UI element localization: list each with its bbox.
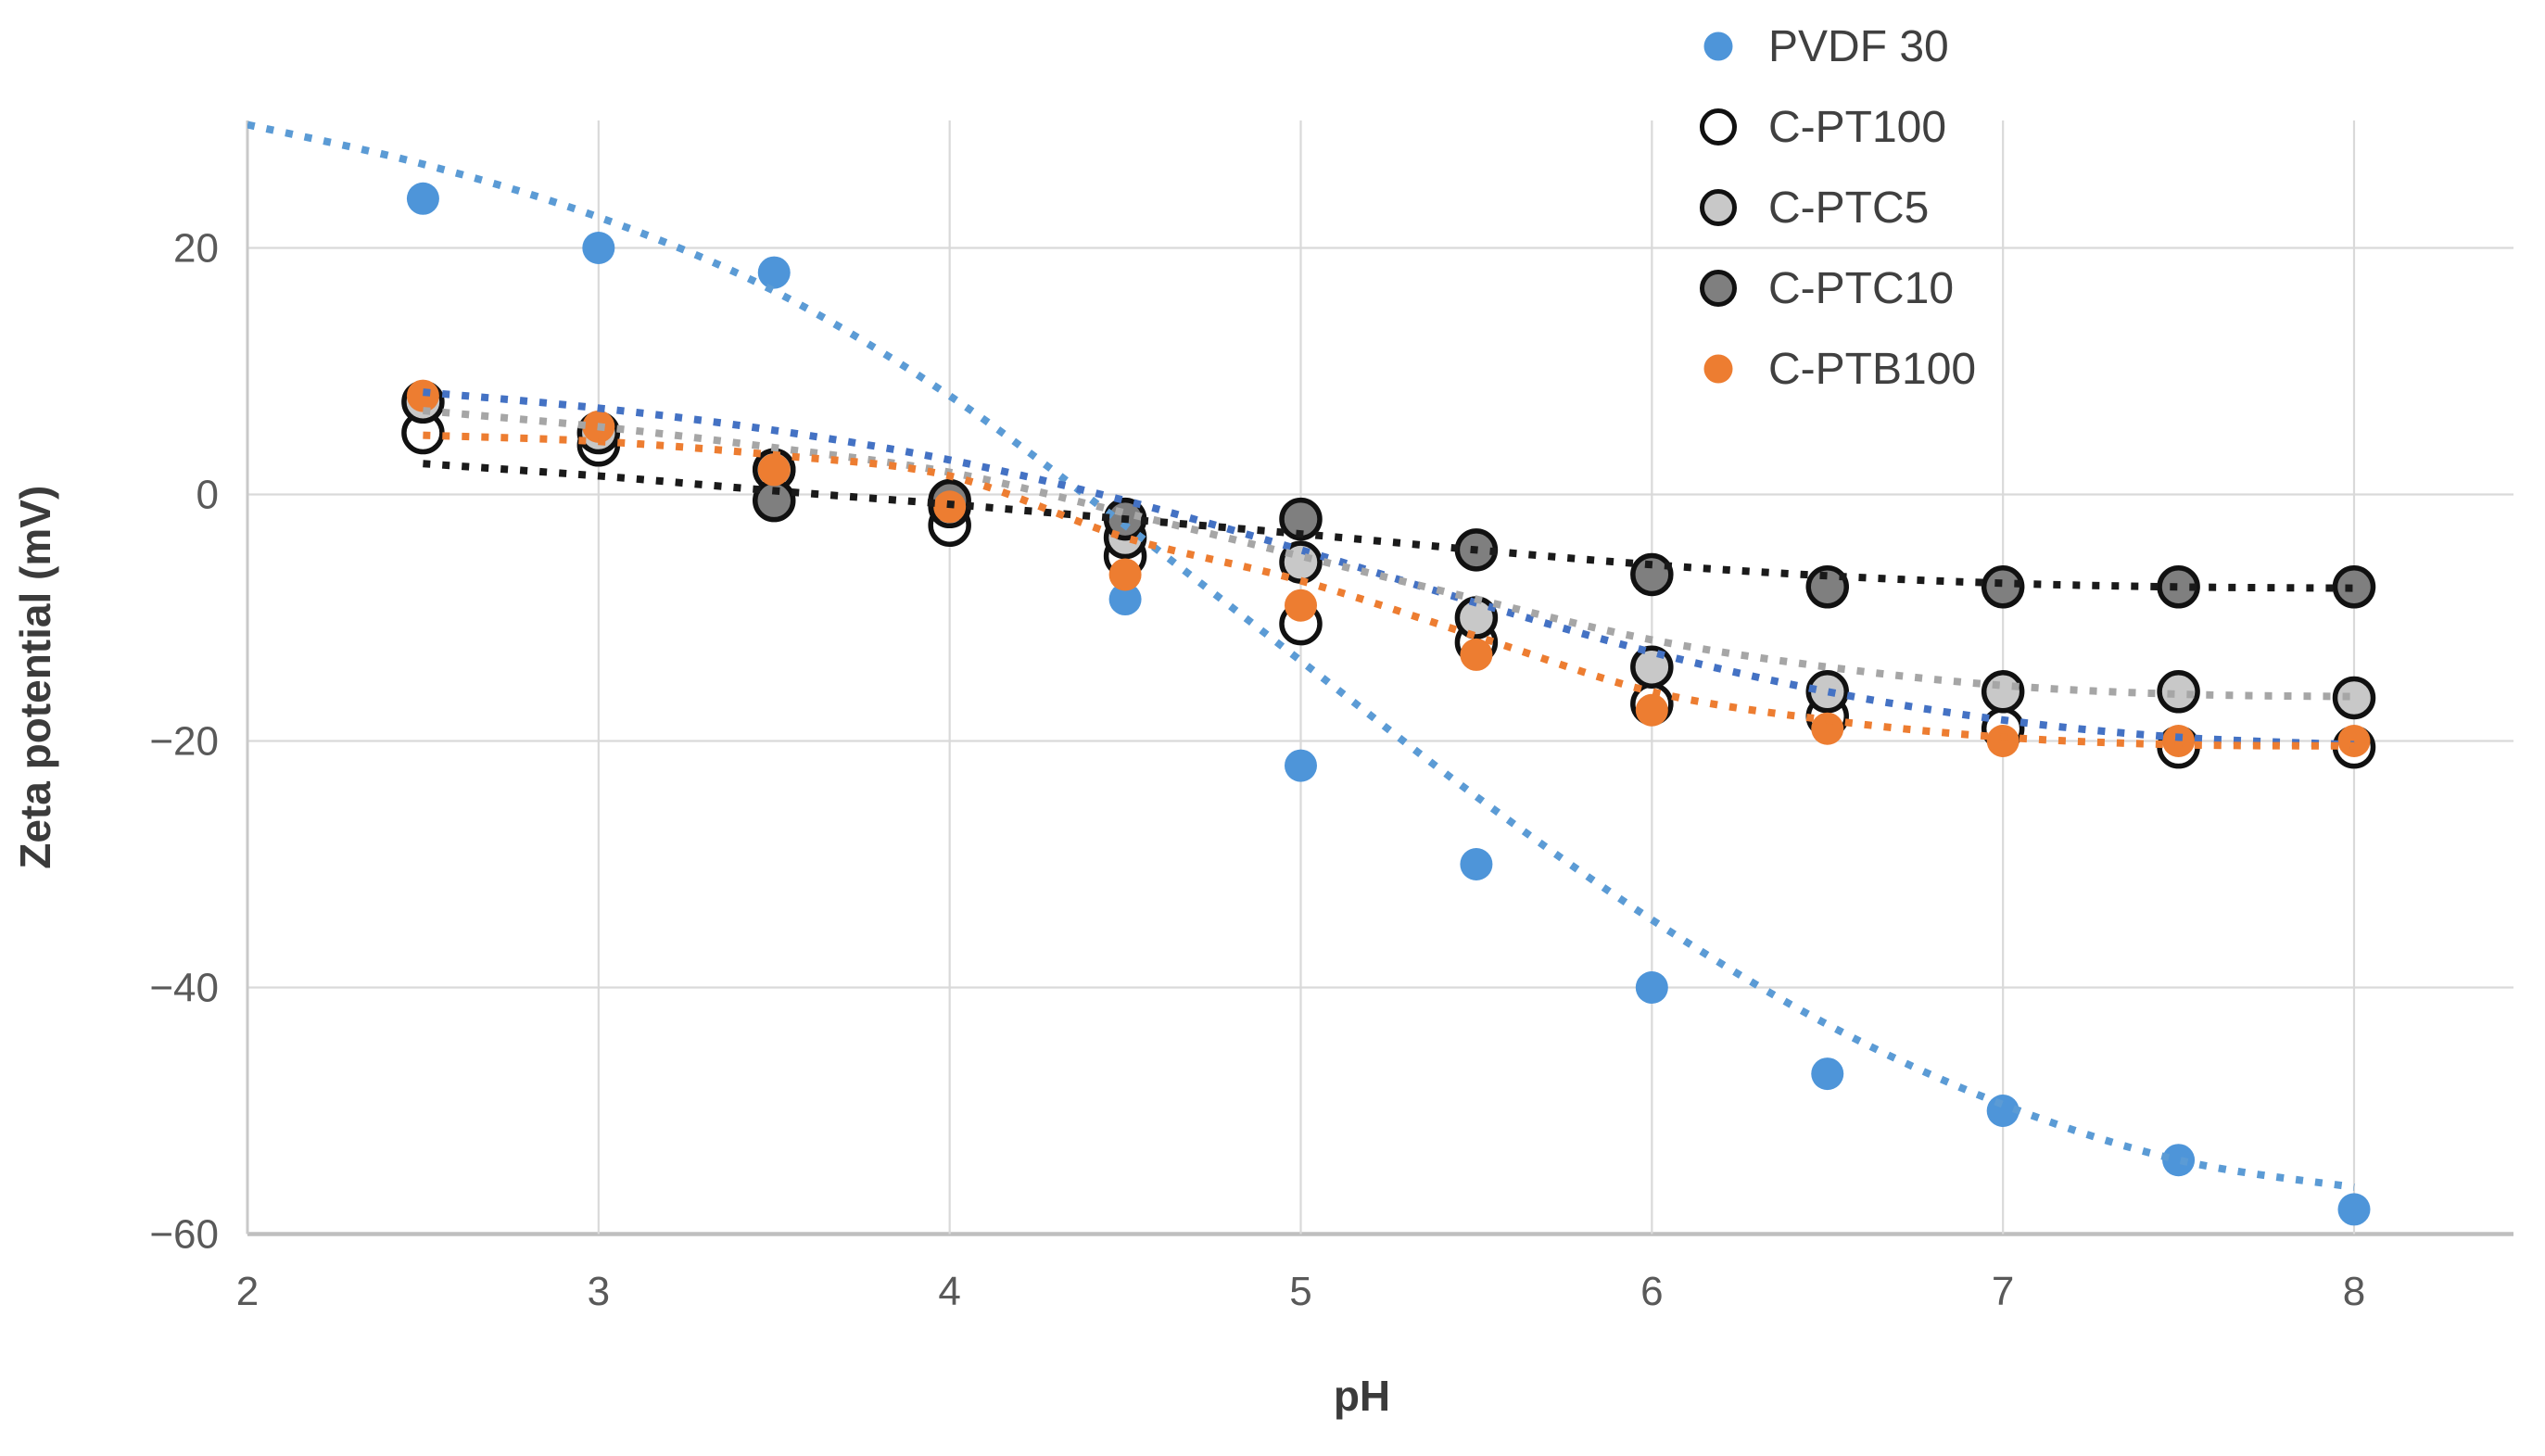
y-tick--60: −60 — [149, 1212, 219, 1258]
legend-marker-c-ptc5-icon — [1700, 189, 1737, 226]
marker-c-ptb100-ph6.5 — [1811, 712, 1844, 745]
marker-pvdf-30-ph6.5 — [1811, 1057, 1844, 1091]
marker-c-ptb100-ph4.5 — [1108, 558, 1142, 591]
x-tick-8: 8 — [2343, 1269, 2365, 1314]
marker-c-ptc10-ph6.5 — [1805, 565, 1849, 609]
marker-c-ptb100-ph5.5 — [1460, 638, 1493, 671]
marker-c-ptb100-ph6 — [1635, 693, 1668, 727]
marker-pvdf-30-ph8 — [2337, 1193, 2371, 1226]
trendline-c-ptc5 — [423, 407, 2355, 701]
x-tick-7: 7 — [1992, 1269, 2014, 1314]
x-tick-4: 4 — [938, 1269, 960, 1314]
marker-c-ptc10-ph7.5 — [2157, 565, 2200, 609]
marker-pvdf-30-ph2.5 — [406, 182, 439, 215]
series-c-ptc5 — [401, 380, 2376, 720]
trendline-c-ptc10 — [423, 460, 2355, 592]
trendline-pvdf-30 — [247, 120, 2355, 1191]
marker-pvdf-30-ph5 — [1284, 749, 1317, 782]
x-tick-6: 6 — [1640, 1269, 1663, 1314]
y-axis-title: Zeta potential (mV) — [11, 486, 59, 869]
legend-item-pvdf-30[interactable]: PVDF 30 — [1703, 22, 1949, 71]
legend-item-c-ptc10[interactable]: C-PTC10 — [1700, 264, 1955, 313]
tick-labels: 20 0 −20 −40 −60 2 3 4 5 6 7 8 — [149, 226, 2365, 1315]
legend-label-c-ptb100: C-PTB100 — [1768, 345, 1976, 394]
x-tick-5: 5 — [1289, 1269, 1311, 1314]
legend-label-pvdf-30: PVDF 30 — [1768, 22, 1949, 71]
x-tick-2: 2 — [236, 1269, 259, 1314]
data-markers — [401, 182, 2376, 1226]
marker-pvdf-30-ph7.5 — [2162, 1144, 2196, 1177]
legend-label-c-ptc5: C-PTC5 — [1768, 184, 1929, 233]
marker-c-ptc5-ph6 — [1630, 645, 1674, 689]
legend: PVDF 30 C-PT100 C-PTC5 C-PTC10 C-PTB100 — [1700, 22, 1977, 394]
marker-c-ptc5-ph7 — [1981, 670, 2025, 714]
series-c-pt100 — [401, 411, 2376, 769]
trendlines — [247, 120, 2355, 1191]
marker-c-ptc5-ph7.5 — [2157, 670, 2200, 714]
marker-pvdf-30-ph3.5 — [757, 256, 791, 289]
trendline-c-pt100 — [423, 388, 2355, 749]
x-tick-3: 3 — [588, 1269, 610, 1314]
series-c-ptc10 — [752, 478, 2376, 609]
y-tick-0: 0 — [196, 473, 219, 518]
marker-pvdf-30-ph3 — [582, 232, 615, 264]
gridlines — [246, 120, 2513, 1236]
legend-item-c-ptc5[interactable]: C-PTC5 — [1700, 184, 1930, 233]
legend-marker-pvdf-30-icon — [1703, 32, 1733, 61]
marker-c-ptc10-ph5 — [1279, 497, 1323, 541]
y-tick--20: −20 — [149, 719, 219, 765]
marker-c-ptc5-ph8 — [2332, 676, 2376, 720]
legend-item-c-ptb100[interactable]: C-PTB100 — [1703, 345, 1977, 394]
marker-pvdf-30-ph6 — [1635, 971, 1668, 1004]
y-tick-20: 20 — [173, 226, 219, 272]
legend-item-c-pt100[interactable]: C-PT100 — [1700, 103, 1947, 152]
legend-marker-c-ptb100-icon — [1703, 354, 1733, 384]
marker-c-ptb100-ph3.5 — [757, 453, 791, 487]
marker-c-ptc10-ph8 — [2332, 565, 2376, 609]
series-pvdf-30 — [406, 182, 2371, 1226]
trendline-c-ptb100 — [423, 431, 2355, 750]
marker-pvdf-30-ph4.5 — [1108, 583, 1142, 616]
marker-pvdf-30-ph5.5 — [1460, 848, 1493, 880]
legend-label-c-pt100: C-PT100 — [1768, 103, 1946, 152]
y-tick--40: −40 — [149, 966, 219, 1011]
legend-marker-c-pt100-icon — [1700, 108, 1737, 146]
x-axis-title: pH — [1334, 1372, 1390, 1420]
marker-c-ptc10-ph7 — [1981, 565, 2025, 609]
legend-label-c-ptc10: C-PTC10 — [1768, 264, 1954, 313]
marker-c-ptb100-ph5 — [1284, 589, 1317, 622]
legend-marker-c-ptc10-icon — [1700, 270, 1737, 307]
marker-c-ptc10-ph6 — [1630, 552, 1674, 597]
